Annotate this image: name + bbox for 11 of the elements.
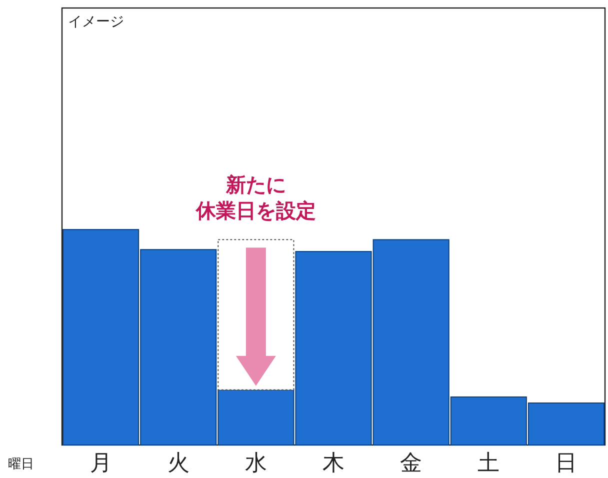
x-tick-label: 日 (555, 450, 578, 475)
text: イメージ (68, 13, 124, 29)
x-tick-label: 月 (90, 450, 112, 475)
text: 休業日を設定 (194, 200, 316, 223)
x-axis-title: 曜日 (8, 456, 34, 471)
text: 新たに (224, 174, 286, 197)
x-tick-label: 金 (400, 450, 422, 475)
x-tick-label: 火 (167, 450, 190, 475)
x-tick-label: 水 (244, 450, 267, 475)
x-tick-label: 木 (322, 450, 344, 475)
x-tick-label: 土 (478, 450, 500, 475)
